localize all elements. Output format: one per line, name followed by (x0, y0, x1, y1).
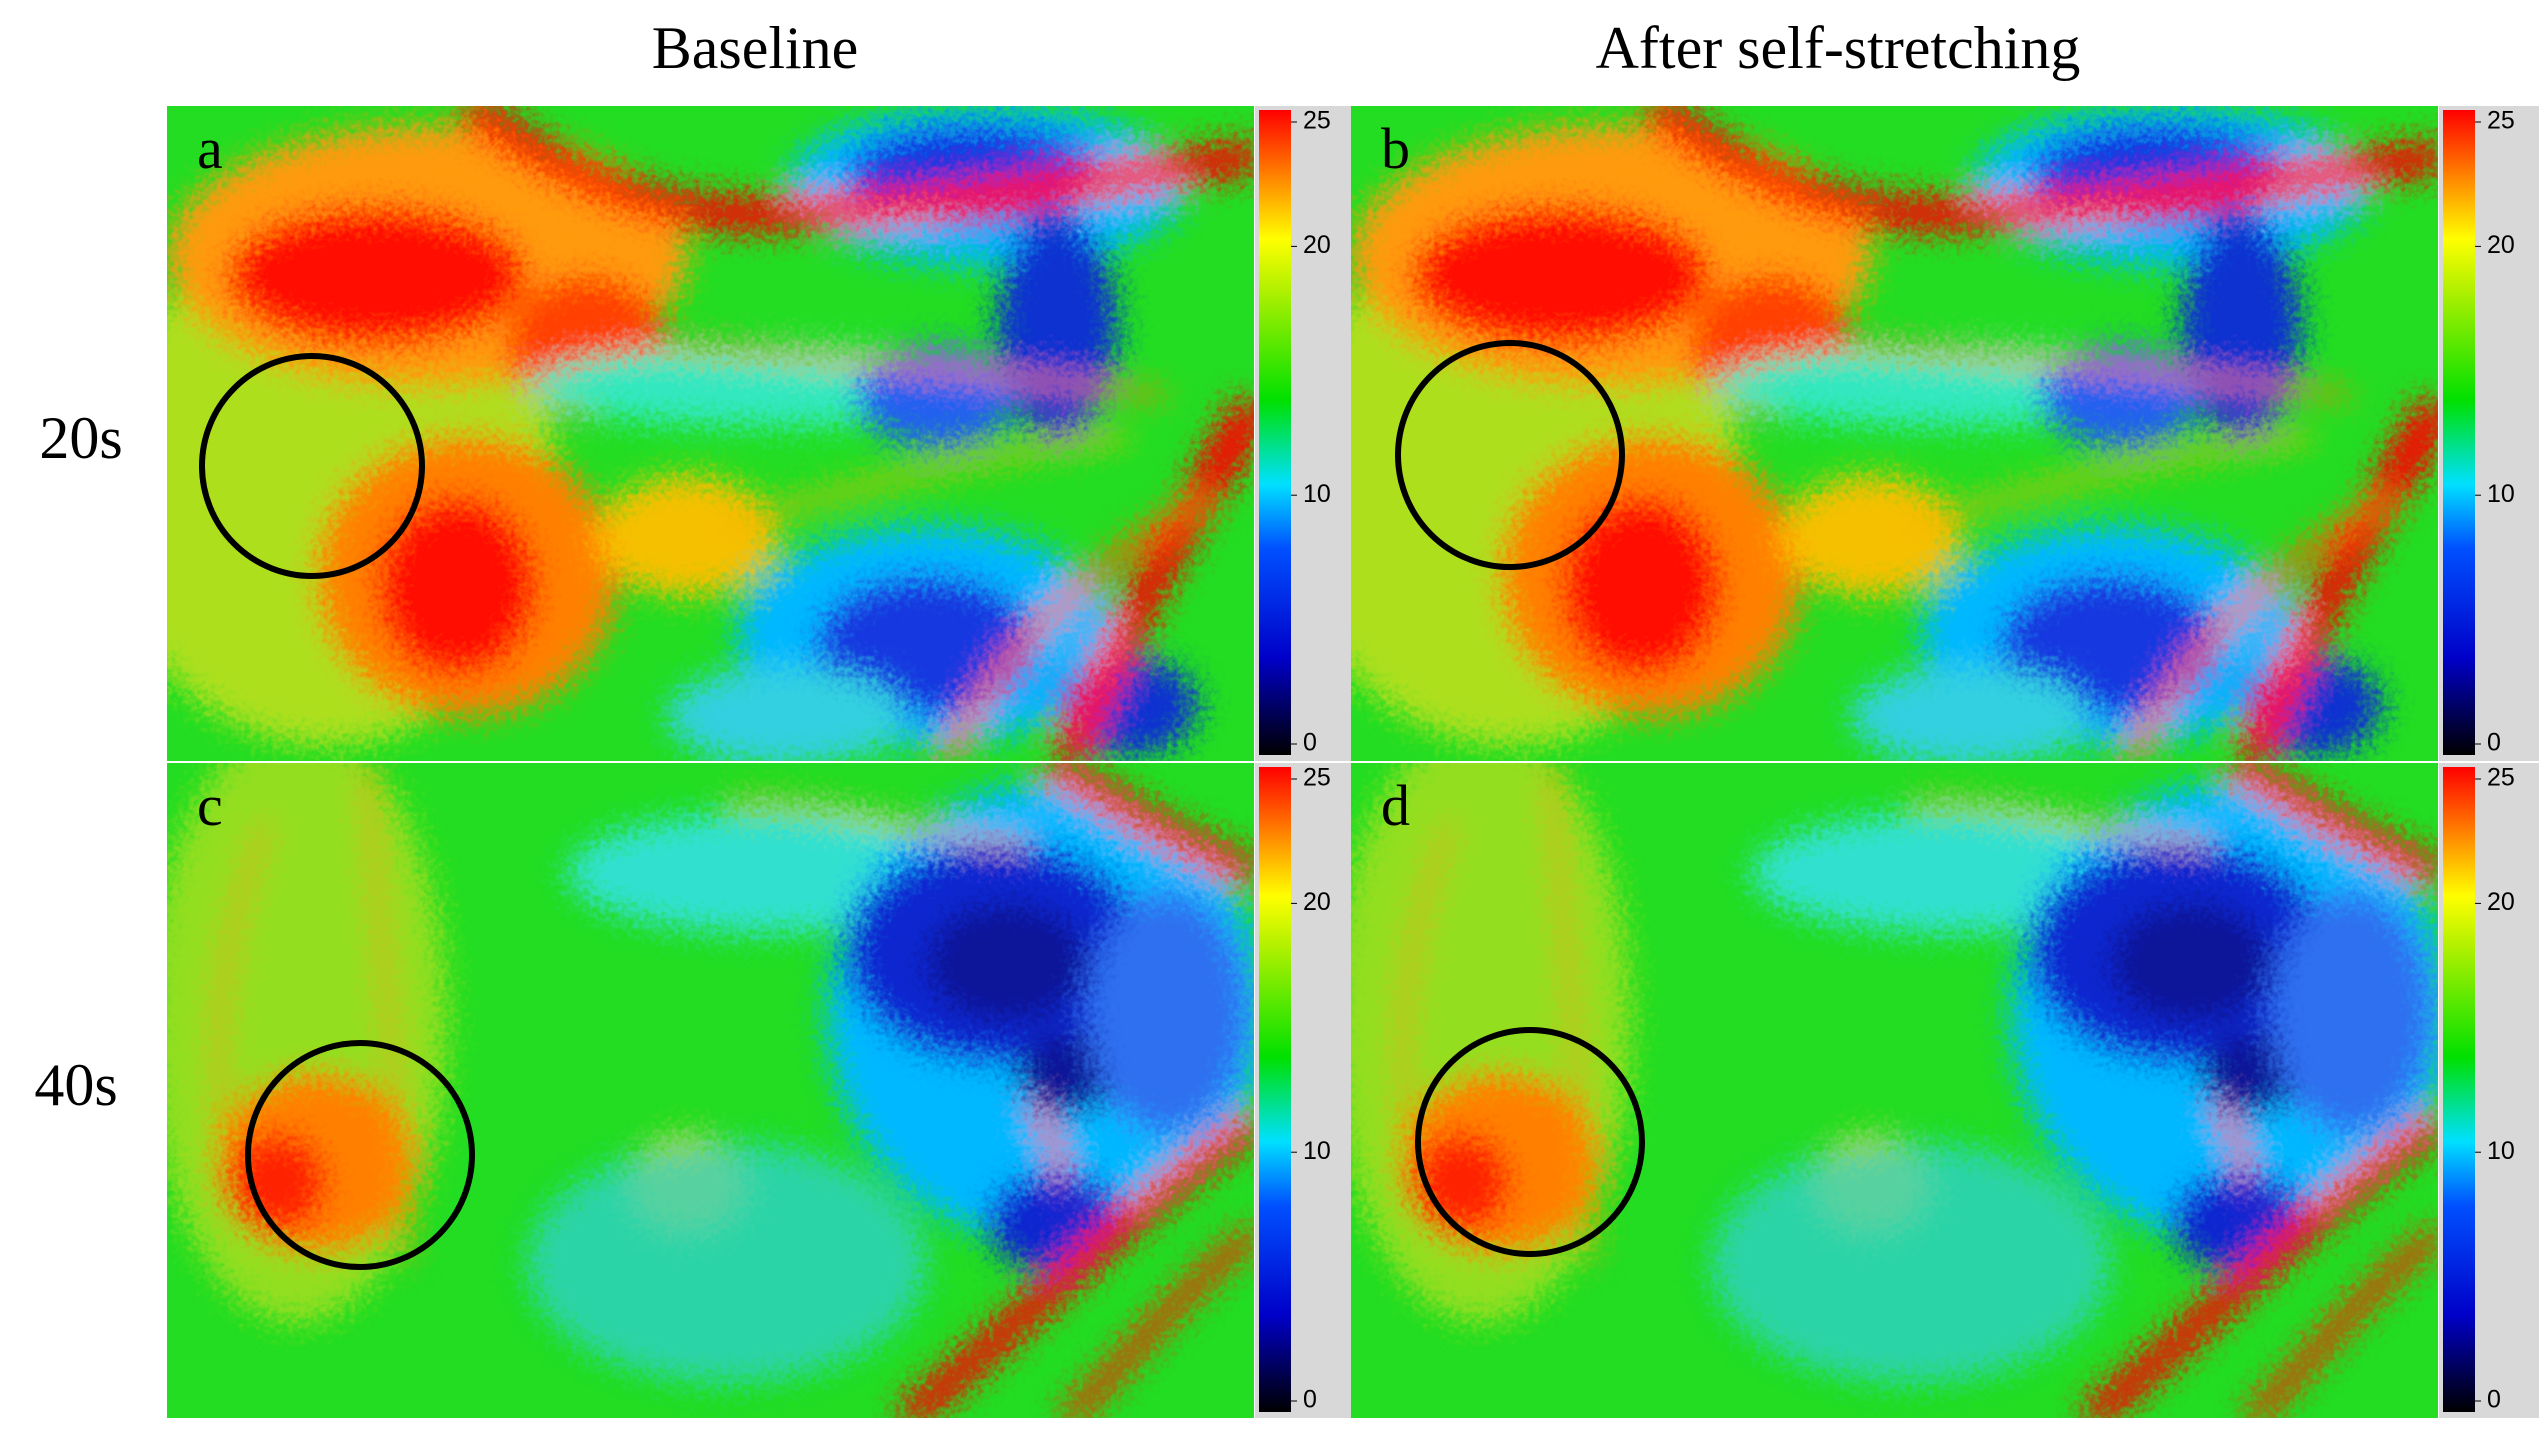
colorbar (1259, 110, 1291, 755)
panel-label: a (197, 116, 223, 181)
colorbar-tick-label: 0 (2487, 729, 2501, 757)
roi-circle (245, 1040, 475, 1270)
panel: c 0 10 20 25 (147, 723, 1355, 1418)
colorbar-tick-label: 0 (2487, 1386, 2501, 1414)
colorbar-tick-label: 25 (1303, 764, 1331, 792)
colorbar-tick-label: 10 (1303, 480, 1331, 508)
colorbar-tick-label: 20 (1303, 888, 1331, 916)
colorbar (2443, 110, 2475, 755)
column-title: After self-stretching (1596, 15, 2081, 81)
perfusion-map (1281, 106, 2441, 766)
roi-circle (1415, 1027, 1645, 1257)
row-label: 40s (34, 1052, 117, 1118)
colorbar-tick-label: 0 (1303, 729, 1317, 757)
roi-circle (199, 353, 425, 579)
colorbar-tick-label: 10 (2487, 480, 2515, 508)
colorbar-tick-label: 25 (1303, 107, 1331, 135)
colorbar-tick-label: 0 (1303, 1386, 1317, 1414)
colorbar-tick-label: 20 (2487, 888, 2515, 916)
colorbar-tick-label: 20 (2487, 231, 2515, 259)
colorbar (1259, 767, 1291, 1412)
perfusion-map (97, 106, 1257, 766)
panel: d 0 10 20 25 (1331, 723, 2539, 1418)
panel-label: d (1381, 773, 1410, 838)
colorbar-tick-label: 25 (2487, 107, 2515, 135)
perfusion-map (1331, 723, 2451, 1418)
column-title: Baseline (652, 15, 859, 81)
roi-circle (1395, 340, 1625, 570)
colorbar-tick-label: 25 (2487, 764, 2515, 792)
colorbar-tick-label: 10 (2487, 1137, 2515, 1165)
panels: a 0 10 20 25 b 0 10 20 25 c 0 10 20 25 d 0 10 20 25 (97, 106, 2539, 1418)
panel: a 0 10 20 25 (97, 106, 1355, 766)
panel: b 0 10 20 25 (1281, 106, 2539, 766)
colorbar-tick-label: 20 (1303, 231, 1331, 259)
panel-label: b (1381, 116, 1410, 181)
panel-label: c (197, 773, 223, 838)
row-label: 20s (39, 405, 122, 471)
colorbar-tick-label: 10 (1303, 1137, 1331, 1165)
perfusion-map (147, 723, 1267, 1418)
colorbar (2443, 767, 2475, 1412)
